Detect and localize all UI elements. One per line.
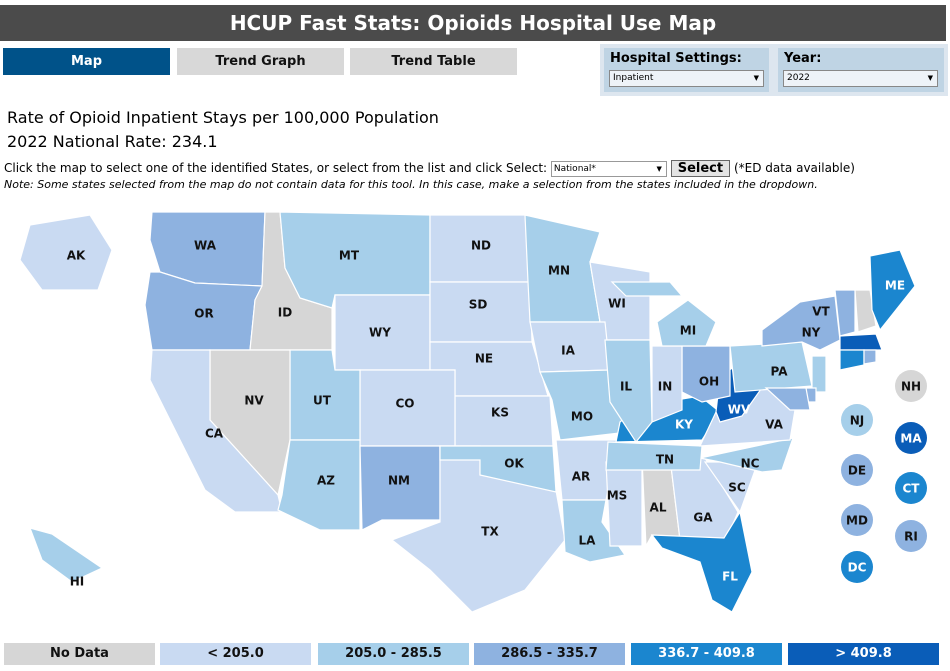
state-mt[interactable] [279, 211, 431, 309]
state-circle-ct[interactable] [895, 472, 927, 504]
state-circle-md[interactable] [841, 504, 873, 536]
legend-item: > 409.8 [788, 643, 939, 665]
state-il[interactable] [604, 339, 653, 444]
state-mi[interactable] [656, 299, 717, 347]
state-ma[interactable] [839, 333, 883, 351]
hospital-settings-select[interactable]: Inpatient ▼ [609, 70, 764, 87]
state-ri[interactable] [863, 349, 877, 365]
instruction-text: Click the map to select one of the ident… [4, 161, 548, 175]
state-circle-nj[interactable] [841, 404, 873, 436]
state-circle-nh[interactable] [895, 370, 927, 402]
state-ia[interactable] [529, 321, 611, 373]
national-rate: 2022 National Rate: 234.1 [7, 132, 218, 151]
legend-item: 205.0 - 285.5 [318, 643, 469, 665]
state-mi[interactable] [610, 281, 684, 297]
legend-item: No Data [4, 643, 155, 665]
hospital-settings-label: Hospital Settings: [610, 51, 742, 66]
state-nj[interactable] [811, 355, 827, 393]
tab-trend-graph[interactable]: Trend Graph [177, 48, 344, 75]
instruction-row: Click the map to select one of the ident… [4, 160, 855, 177]
state-hi[interactable] [29, 527, 104, 583]
state-oh[interactable] [681, 345, 731, 403]
state-ks[interactable] [454, 395, 554, 447]
state-ms[interactable] [605, 461, 643, 547]
state-ny[interactable] [761, 295, 841, 351]
state-nm[interactable] [359, 445, 441, 531]
state-ct[interactable] [839, 349, 865, 371]
state-in[interactable] [651, 345, 683, 423]
state-nd[interactable] [429, 214, 531, 283]
ed-data-note: (*ED data available) [733, 161, 855, 175]
select-button[interactable]: Select [670, 160, 731, 177]
state-select[interactable]: National* ▼ [550, 160, 667, 177]
hospital-settings-value: Inpatient [613, 73, 654, 83]
state-mo[interactable] [539, 369, 629, 441]
state-fl[interactable] [650, 510, 753, 613]
tab-map[interactable]: Map [3, 48, 170, 75]
state-select-value: National* [553, 163, 596, 174]
state-tn[interactable] [605, 441, 703, 471]
legend-item: < 205.0 [160, 643, 311, 665]
state-la[interactable] [561, 499, 627, 563]
page-header: HCUP Fast Stats: Opioids Hospital Use Ma… [0, 5, 946, 41]
state-pa[interactable] [729, 341, 813, 393]
state-mn[interactable] [524, 214, 601, 323]
filter-panel: Hospital Settings: Inpatient ▼ Year: 2022… [600, 44, 948, 96]
chevron-down-icon: ▼ [656, 164, 662, 173]
state-ca[interactable] [149, 349, 283, 513]
state-wy[interactable] [334, 294, 431, 371]
year-label: Year: [784, 51, 822, 66]
tab-trend-table[interactable]: Trend Table [350, 48, 517, 75]
state-ok[interactable] [439, 445, 557, 493]
state-nh[interactable] [854, 289, 877, 333]
state-circle-de[interactable] [841, 454, 873, 486]
state-circle-ma[interactable] [895, 422, 927, 454]
map-title: Rate of Opioid Inpatient Stays per 100,0… [7, 108, 439, 127]
state-circle-dc[interactable] [841, 551, 873, 583]
chevron-down-icon: ▼ [927, 74, 933, 82]
state-circle-ri[interactable] [895, 520, 927, 552]
state-az[interactable] [277, 439, 361, 531]
state-vt[interactable] [834, 289, 856, 337]
chevron-down-icon: ▼ [753, 74, 759, 82]
state-me[interactable] [869, 249, 916, 332]
legend-item: 336.7 - 409.8 [631, 643, 782, 665]
year-control: Year: 2022 ▼ [778, 48, 944, 92]
year-value: 2022 [787, 73, 810, 83]
year-select[interactable]: 2022 ▼ [783, 70, 938, 87]
map-note: Note: Some states selected from the map … [4, 178, 818, 191]
hospital-settings-control: Hospital Settings: Inpatient ▼ [604, 48, 769, 92]
state-ak[interactable] [19, 214, 113, 291]
state-co[interactable] [359, 369, 456, 447]
state-md[interactable] [764, 387, 811, 411]
state-sd[interactable] [429, 281, 533, 343]
legend-item: 286.5 - 335.7 [474, 643, 625, 665]
